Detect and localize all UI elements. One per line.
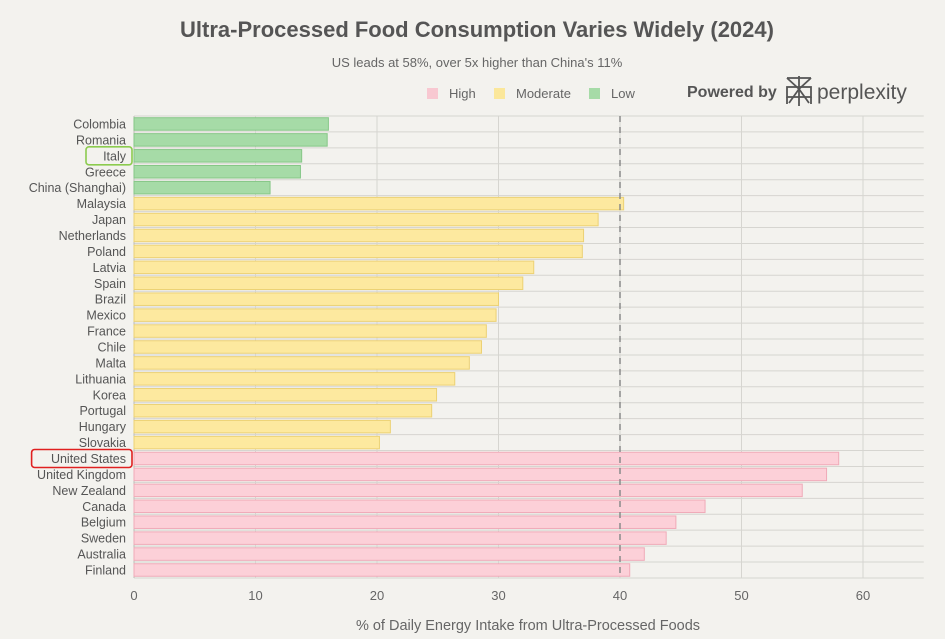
category-label: Latvia (93, 261, 126, 275)
bar-spain (133, 276, 524, 291)
legend-swatch-high (427, 88, 438, 99)
category-label: France (87, 325, 126, 339)
bar-italy (133, 149, 303, 163)
category-label: Australia (77, 548, 126, 562)
category-label: Greece (85, 165, 126, 179)
legend: High Moderate Low (427, 86, 635, 101)
category-label: Korea (93, 388, 126, 402)
x-tick-label: 30 (491, 588, 505, 603)
branding: Powered by perplexity (687, 76, 907, 106)
bar-greece (133, 165, 301, 179)
category-label: Spain (94, 277, 126, 291)
bar-japan (133, 212, 599, 227)
x-tick-label: 10 (248, 588, 262, 603)
bar-belgium (133, 515, 677, 529)
category-label: Belgium (81, 516, 126, 530)
x-tick-label: 0 (130, 588, 137, 603)
bar-romania (133, 133, 328, 147)
bar-united-states (133, 451, 840, 466)
bar-slovakia (133, 435, 380, 450)
perplexity-logo-icon (786, 76, 812, 106)
category-label: Poland (87, 245, 126, 259)
bar-malta (133, 356, 470, 370)
bar-hungary (133, 419, 391, 434)
bar-sweden (133, 531, 667, 545)
bar-korea (133, 388, 438, 402)
bar-netherlands (133, 228, 585, 243)
chart-subtitle: US leads at 58%, over 5x higher than Chi… (332, 55, 623, 70)
powered-by-label: Powered by (687, 84, 777, 101)
category-label: China (Shanghai) (29, 181, 126, 195)
category-label: Canada (82, 500, 126, 514)
category-label: Chile (98, 340, 127, 354)
chart-title: Ultra-Processed Food Consumption Varies … (180, 17, 774, 42)
category-label: Sweden (81, 532, 126, 546)
category-label: Malta (95, 356, 126, 370)
bar-canada (133, 499, 706, 514)
legend-label-moderate: Moderate (516, 86, 571, 101)
legend-swatch-moderate (494, 88, 505, 99)
category-label: Mexico (86, 309, 126, 323)
bar-portugal (133, 403, 433, 418)
bar-malaysia (133, 196, 625, 211)
category-label: Romania (76, 133, 126, 147)
brand-name: perplexity (817, 81, 907, 104)
bar-latvia (133, 260, 535, 275)
category-label: Lithuania (75, 372, 126, 386)
highlight-box (85, 146, 133, 166)
legend-label-low: Low (611, 86, 635, 101)
category-label: Malaysia (77, 197, 126, 211)
bar-lithuania (133, 372, 456, 386)
category-label: United States (51, 452, 126, 466)
category-label: Brazil (95, 293, 126, 307)
bar-poland (133, 244, 583, 259)
category-label: Slovakia (79, 436, 126, 450)
category-label: Portugal (79, 404, 126, 418)
legend-label-high: High (449, 86, 476, 101)
bar-australia (133, 547, 645, 561)
x-tick-label: 40 (613, 588, 627, 603)
category-label: Japan (92, 213, 126, 227)
category-label: Netherlands (59, 229, 126, 243)
bar-chile (133, 340, 482, 354)
bar-colombia (133, 117, 329, 131)
bar-france (133, 324, 487, 338)
x-tick-label: 20 (370, 588, 384, 603)
bar-new-zealand (133, 483, 803, 498)
bar-mexico (133, 308, 497, 322)
category-label: Finland (85, 564, 126, 578)
category-label: New Zealand (52, 484, 126, 498)
category-label: United Kingdom (37, 468, 126, 482)
bar-finland (133, 563, 631, 577)
category-label: Colombia (73, 117, 126, 131)
legend-swatch-low (589, 88, 600, 99)
x-axis-title: % of Daily Energy Intake from Ultra-Proc… (356, 618, 700, 634)
bar-china-shanghai (133, 180, 271, 195)
highlight-box (30, 448, 133, 469)
plot-area: 0 10 20 30 40 50 60 Colombia Romania Italy Greece C… (29, 115, 924, 603)
bar-brazil (133, 292, 499, 306)
x-tick-label: 50 (734, 588, 748, 603)
category-label: Hungary (79, 420, 127, 434)
bar-united-kingdom (133, 467, 828, 482)
x-tick-label: 60 (856, 588, 870, 603)
category-label: Italy (103, 149, 127, 163)
